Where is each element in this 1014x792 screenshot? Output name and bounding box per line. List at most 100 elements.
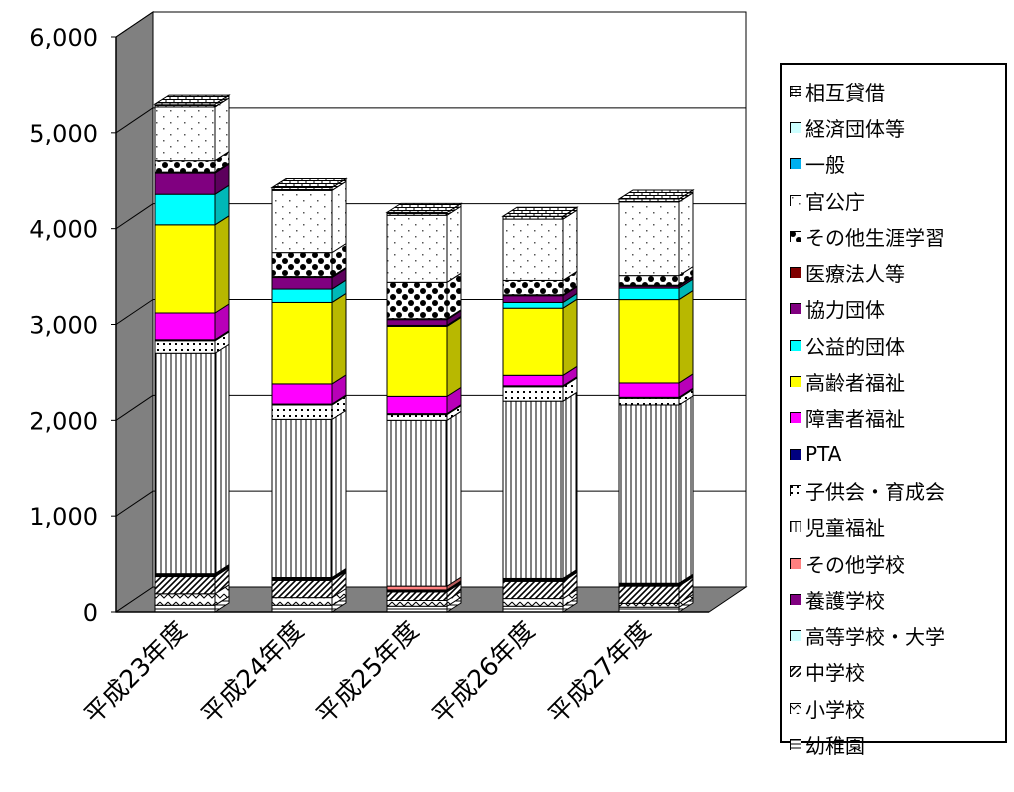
bar-segment-side	[562, 391, 578, 580]
x-tick-label: 平成25年度	[311, 616, 425, 730]
legend-item: 官公庁	[790, 182, 1005, 218]
bar-segment-front	[386, 281, 448, 320]
bar-segment-front	[618, 382, 680, 398]
bar-stack	[270, 177, 348, 613]
bar-segment-front	[386, 214, 448, 283]
legend-swatch	[790, 376, 801, 388]
bar-segment-front	[386, 605, 448, 613]
legend-label: 幼稚園	[805, 733, 865, 758]
bar-segment-front	[502, 301, 564, 309]
legend-item: その他生涯学習	[790, 218, 1005, 254]
bar-segment-side	[446, 316, 462, 398]
bar-segment-front	[386, 585, 448, 591]
legend-swatch	[790, 738, 801, 750]
bar-segment-front	[618, 602, 680, 608]
legend-swatch	[790, 702, 801, 714]
bar-segment	[154, 343, 230, 575]
bar-segment-side	[678, 395, 694, 585]
bar-segment-front	[386, 395, 448, 415]
bar-segment	[271, 242, 347, 278]
bar-segment	[271, 180, 347, 254]
bar-segment-front	[618, 201, 680, 277]
bar-segment-front	[154, 106, 216, 162]
bar-segment-side	[214, 214, 230, 314]
bar-top	[153, 94, 231, 105]
legend-swatch	[790, 666, 801, 678]
legend-label: 官公庁	[805, 189, 865, 214]
legend: 相互貸借 経済団体等 一般 官公庁 その他生涯学習 医療法人等 協力団体 公益的団体 高齢者福祉…	[780, 63, 1007, 758]
bar-segment-front	[386, 591, 448, 601]
bar-segment	[271, 292, 347, 385]
legend-swatch	[790, 158, 801, 170]
legend-item: 公益的団体	[790, 327, 1005, 363]
gridline-side	[115, 394, 154, 421]
bar-segment-front	[386, 600, 448, 607]
y-tick-label: 0	[83, 599, 98, 627]
bar-segment-front	[618, 275, 680, 286]
bar-top	[617, 189, 695, 200]
bar-segment-front	[502, 605, 564, 613]
bar-segment-side	[678, 191, 694, 277]
bar-segment-front	[271, 418, 333, 578]
bar-segment	[386, 272, 462, 320]
legend-item: 児童福祉	[790, 509, 1005, 545]
bar-top	[501, 206, 579, 217]
legend-item: 障害者福祉	[790, 400, 1005, 436]
legend-swatch	[790, 303, 801, 315]
gridline-side	[115, 299, 154, 325]
legend-label: 高等学校・大学	[805, 625, 945, 650]
gridline-side	[115, 107, 154, 134]
legend-item: 医療法人等	[790, 254, 1005, 290]
legend-swatch	[790, 412, 801, 424]
y-tick-label: 5,000	[29, 120, 98, 148]
bar-segment-front	[154, 224, 216, 314]
bar-segment	[618, 395, 694, 585]
legend-label: 児童福祉	[805, 516, 885, 541]
bar-segment	[502, 298, 578, 377]
legend-label: PTA	[805, 442, 842, 467]
bar-segment-front	[271, 383, 333, 405]
legend-item: 幼稚園	[790, 726, 1005, 762]
bar-segment	[618, 289, 694, 384]
legend-swatch	[790, 630, 801, 642]
x-tick-label: 平成23年度	[79, 616, 193, 730]
bar-segment-front	[154, 352, 216, 575]
legend-label: 小学校	[805, 697, 865, 722]
bar-segment-front	[271, 301, 333, 385]
legend-label: 公益的団体	[805, 334, 905, 359]
legend-swatch	[790, 230, 801, 242]
legend-swatch	[790, 339, 801, 351]
legend-item: 小学校	[790, 690, 1005, 726]
bar-segment-side	[678, 289, 694, 384]
legend-item: 相互貸借	[790, 73, 1005, 109]
legend-item: 中学校	[790, 654, 1005, 690]
bar-segment-front	[502, 598, 564, 607]
legend-label: 経済団体等	[805, 116, 905, 141]
bar-segment-side	[214, 343, 230, 575]
bar-segment	[154, 97, 230, 162]
gridline-side	[115, 490, 154, 517]
bar-segment-front	[154, 604, 216, 613]
bar-segment	[502, 391, 578, 580]
bar-segment-front	[271, 404, 333, 420]
y-tick-label: 3,000	[29, 312, 98, 340]
bar-segment-front	[502, 307, 564, 376]
legend-item: その他学校	[790, 545, 1005, 581]
legend-swatch	[790, 267, 801, 279]
bar-segment	[271, 570, 347, 599]
bar-segment-side	[446, 410, 462, 588]
bar-segment-front	[154, 172, 216, 195]
bar-segment-front	[271, 597, 333, 606]
legend-label: 医療法人等	[805, 262, 905, 287]
legend-item: 高齢者福祉	[790, 363, 1005, 399]
bar-segment-front	[386, 319, 448, 326]
bar-stack	[385, 202, 463, 613]
bar-segment-front	[502, 374, 564, 387]
bar-segment-front	[154, 593, 216, 606]
bar-segment-front	[386, 419, 448, 587]
x-tick-label: 平成24年度	[196, 616, 310, 730]
legend-swatch	[790, 448, 801, 460]
bar-segment-front	[502, 386, 564, 402]
legend-swatch	[790, 121, 801, 133]
